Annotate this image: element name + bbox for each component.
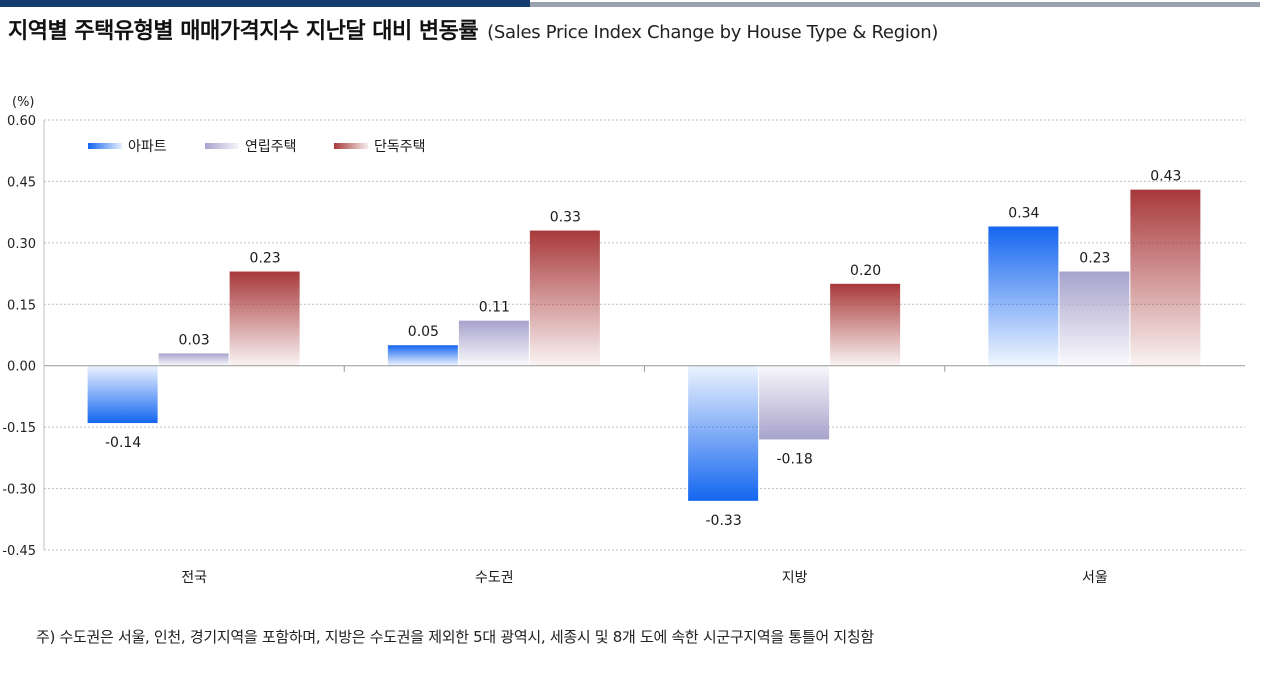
bar-지방-아파트 (688, 365, 759, 501)
x-category-label: 지방 (782, 570, 808, 586)
bar-수도권-연립주택 (458, 320, 529, 366)
legend-label: 단독주택 (374, 139, 426, 155)
bar-chart: (%) 0.60 0.45 0.30 0.15 0.00 -0.15 -0.30 -0.45 -0… (2, 95, 1245, 586)
chart-title: 지역별 주택유형별 매매가격지수 지난달 대비 변동률 (Sales Price… (8, 13, 938, 45)
data-label: 0.20 (850, 263, 881, 279)
bar-수도권-아파트 (387, 345, 458, 366)
header-accent-bar (0, 0, 530, 7)
bar-전국-연립주택 (158, 353, 229, 366)
x-category-label: 서울 (1082, 570, 1108, 586)
y-tick-label: 0.60 (7, 114, 36, 129)
bar-지방-연립주택 (759, 365, 830, 440)
y-tick-label: 0.30 (7, 237, 36, 252)
x-category-label: 수도권 (475, 570, 514, 586)
data-label: -0.14 (105, 435, 141, 451)
header-rule (530, 2, 1260, 7)
bar-전국-아파트 (87, 365, 158, 424)
legend-swatch (88, 143, 122, 149)
title-english: (Sales Price Index Change by House Type … (487, 22, 939, 43)
bar-지방-단독주택 (830, 283, 901, 366)
bar-전국-단독주택 (229, 271, 300, 366)
y-tick-label: 0.00 (7, 360, 36, 375)
bar-서울-연립주택 (1059, 271, 1130, 366)
bar-서울-아파트 (988, 226, 1059, 366)
y-tick-label: -0.15 (2, 421, 36, 436)
data-label: 0.05 (408, 324, 439, 340)
data-label: 0.11 (479, 300, 510, 316)
legend-label: 연립주택 (245, 139, 297, 155)
y-tick-label: 0.15 (7, 298, 36, 313)
data-label: 0.33 (550, 210, 581, 226)
y-tick-label: -0.45 (2, 544, 36, 559)
y-tick-label: 0.45 (7, 175, 36, 190)
data-label: 0.03 (179, 332, 210, 348)
y-tick-label: -0.30 (2, 483, 36, 498)
title-korean: 지역별 주택유형별 매매가격지수 지난달 대비 변동률 (8, 19, 479, 44)
legend-swatch (334, 143, 368, 149)
legend-swatch (205, 143, 239, 149)
data-label: 0.43 (1150, 169, 1181, 185)
legend-label: 아파트 (128, 139, 167, 155)
bar-수도권-단독주택 (529, 230, 600, 366)
bar-서울-단독주택 (1130, 189, 1201, 366)
footnote: 주) 수도권은 서울, 인천, 경기지역을 포함하며, 지방은 수도권을 제외한… (36, 628, 874, 646)
data-label: -0.33 (706, 513, 742, 529)
data-label: -0.18 (777, 451, 813, 467)
y-axis-unit: (%) (12, 95, 35, 110)
data-label: 0.23 (250, 251, 281, 267)
data-label: 0.23 (1079, 251, 1110, 267)
x-category-label: 전국 (181, 570, 207, 586)
data-label: 0.34 (1008, 205, 1039, 221)
